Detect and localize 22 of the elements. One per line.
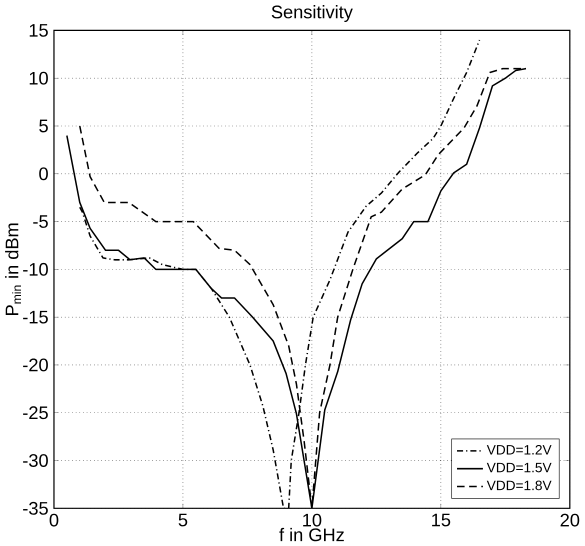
- x-axis-title: f in GHz: [279, 528, 344, 542]
- y-tick-label: -30: [23, 454, 48, 467]
- x-tick-label: 5: [178, 514, 188, 526]
- y-tick-label: 15: [30, 24, 48, 37]
- y-tick-label: -20: [23, 358, 48, 372]
- y-tick-label: -25: [23, 406, 48, 420]
- y-tick-label: 10: [30, 72, 48, 84]
- y-tick-label: -10: [23, 262, 48, 276]
- y-tick-label: -35: [23, 502, 48, 515]
- x-tick-label: 10: [303, 514, 322, 526]
- chart-title: Sensitivity: [272, 4, 353, 22]
- legend-label: VDD=1.8V: [486, 480, 552, 490]
- y-tick-label: -5: [33, 215, 48, 228]
- legend-label: VDD=1.5V: [486, 462, 552, 472]
- x-tick-label: 20: [560, 514, 580, 526]
- y-axis-title: P$_{min}$ in dBm: [5, 223, 21, 315]
- y-tick-label: 5: [39, 120, 48, 132]
- legend-label: VDD=1.2V: [486, 444, 552, 454]
- y-tick-label: 0: [39, 167, 48, 180]
- x-tick-label: 15: [432, 514, 450, 526]
- x-tick-label: 0: [50, 514, 58, 526]
- y-tick-label: -15: [23, 310, 48, 324]
